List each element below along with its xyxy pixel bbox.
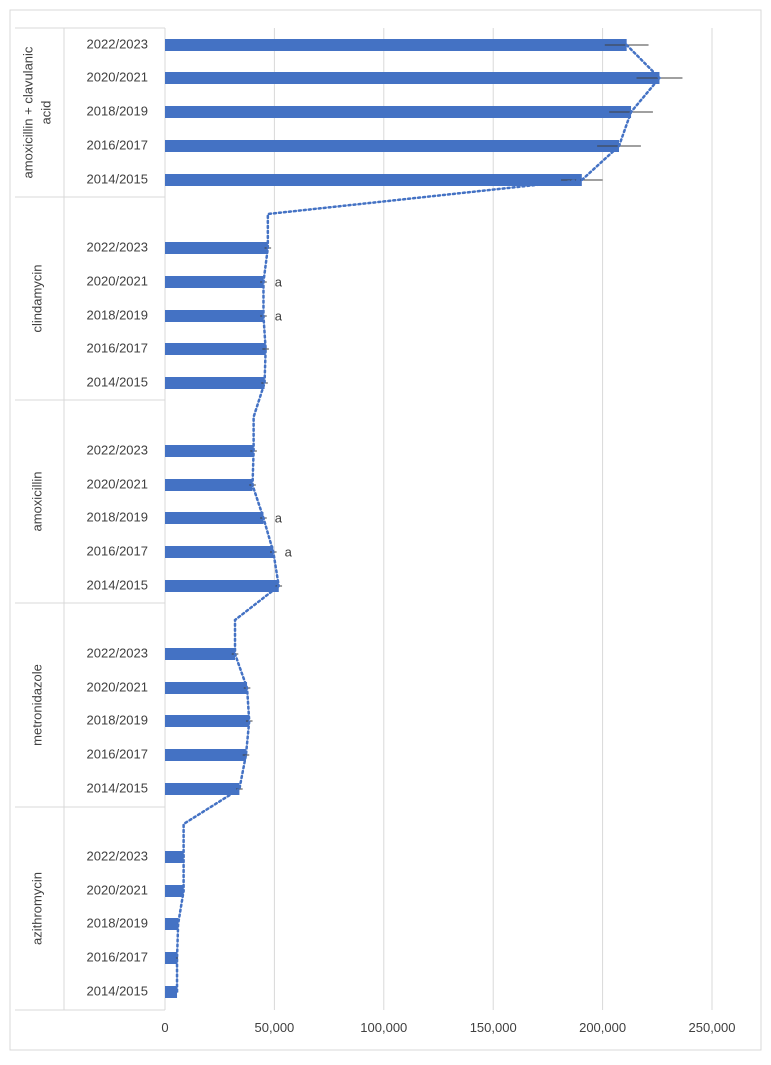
x-tick-label: 250,000	[689, 1020, 736, 1035]
bar	[165, 546, 274, 558]
bar	[165, 445, 254, 457]
bar	[165, 749, 246, 761]
bar	[165, 580, 279, 592]
category-label: 2014/2015	[87, 374, 148, 389]
bar	[165, 512, 264, 524]
category-label: 2018/2019	[87, 915, 148, 930]
group-label: metronidazole	[29, 664, 44, 746]
category-label: 2016/2017	[87, 340, 148, 355]
bar	[165, 343, 266, 355]
bar	[165, 174, 582, 186]
category-label: 2020/2021	[87, 476, 148, 491]
group-label: amoxicillin + clavulanic	[20, 46, 35, 178]
bar	[165, 140, 620, 152]
chart-border	[9, 9, 762, 1051]
bar	[165, 479, 253, 491]
category-label: 2016/2017	[87, 543, 148, 558]
group-label: clindamycin	[29, 265, 44, 333]
bar	[165, 72, 660, 84]
bar	[165, 682, 248, 694]
category-label: 2018/2019	[87, 307, 148, 322]
bar	[165, 310, 264, 322]
category-label: 2018/2019	[87, 712, 148, 727]
bar	[165, 106, 632, 118]
category-label: 2018/2019	[87, 509, 148, 524]
category-label: 2022/2023	[87, 848, 148, 863]
bar	[165, 783, 240, 795]
bar	[165, 851, 184, 863]
bar	[165, 715, 250, 727]
category-label: 2020/2021	[87, 69, 148, 84]
category-label: 2020/2021	[87, 679, 148, 694]
bar-annotation: a	[285, 544, 293, 559]
category-label: 2014/2015	[87, 983, 148, 998]
bar	[165, 918, 179, 930]
category-label: 2022/2023	[87, 442, 148, 457]
category-label: 2014/2015	[87, 171, 148, 186]
bar	[165, 986, 178, 998]
bar	[165, 648, 236, 660]
category-label: 2014/2015	[87, 577, 148, 592]
bar	[165, 39, 627, 51]
category-label: 2016/2017	[87, 137, 148, 152]
bar	[165, 885, 184, 897]
category-label: 2020/2021	[87, 273, 148, 288]
trend-line	[175, 43, 662, 994]
group-label: azithromycin	[29, 872, 44, 945]
bar-annotation: a	[275, 510, 283, 525]
bar	[165, 276, 264, 288]
category-label: 2022/2023	[87, 239, 148, 254]
x-tick-label: 50,000	[255, 1020, 295, 1035]
group-label: acid	[38, 101, 53, 125]
group-label: amoxicillin	[29, 472, 44, 532]
x-tick-label: 100,000	[360, 1020, 407, 1035]
bar	[165, 242, 268, 254]
bar	[165, 377, 265, 389]
category-label: 2014/2015	[87, 780, 148, 795]
bar-annotation: a	[275, 308, 283, 323]
category-label: 2016/2017	[87, 949, 148, 964]
category-label: 2022/2023	[87, 36, 148, 51]
category-label: 2022/2023	[87, 645, 148, 660]
bar	[165, 952, 178, 964]
x-tick-label: 150,000	[470, 1020, 517, 1035]
category-label: 2016/2017	[87, 746, 148, 761]
bar-annotation: a	[275, 274, 283, 289]
category-label: 2020/2021	[87, 882, 148, 897]
x-tick-label: 200,000	[579, 1020, 626, 1035]
category-label: 2018/2019	[87, 103, 148, 118]
x-tick-label: 0	[161, 1020, 168, 1035]
